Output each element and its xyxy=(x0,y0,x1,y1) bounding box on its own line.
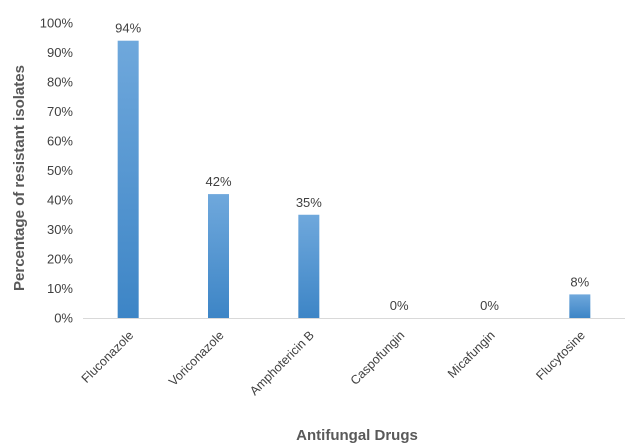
category-labels: Fluconazole Voriconazole Amphotericin B Cas… xyxy=(79,328,588,398)
x-axis-title: Antifungal Drugs xyxy=(296,427,418,444)
data-label: 35% xyxy=(296,195,322,210)
bar-flucytosine xyxy=(569,294,591,318)
y-tick-label: 0% xyxy=(54,311,73,326)
y-axis-ticks: 0% 10% 20% 30% 40% 50% 60% 70% 80% 90% 100% xyxy=(40,16,74,326)
y-tick-label: 10% xyxy=(47,281,73,296)
bar-amphotericin-b xyxy=(298,214,320,318)
bar-fluconazole xyxy=(117,40,139,318)
y-tick-label: 50% xyxy=(47,163,73,178)
y-tick-label: 100% xyxy=(40,16,74,31)
category-label: Caspofungin xyxy=(348,328,408,388)
category-label: Amphotericin B xyxy=(247,328,317,398)
data-label: 0% xyxy=(480,298,499,313)
y-tick-label: 90% xyxy=(47,45,73,60)
y-tick-label: 40% xyxy=(47,193,73,208)
y-axis-title: Percentage of resistant isolates xyxy=(11,65,28,291)
category-label: Flucytosine xyxy=(533,328,588,383)
data-label: 94% xyxy=(115,21,141,36)
category-label: Fluconazole xyxy=(79,328,137,386)
category-label: Voriconazole xyxy=(166,328,227,389)
bar-voriconazole xyxy=(208,194,229,318)
y-tick-label: 80% xyxy=(47,75,73,90)
data-label: 8% xyxy=(570,274,589,289)
y-tick-label: 60% xyxy=(47,134,73,149)
y-tick-label: 70% xyxy=(47,104,73,119)
bars xyxy=(117,40,591,318)
data-label: 0% xyxy=(390,298,409,313)
data-labels: 94% 42% 35% 0% 0% 8% xyxy=(115,21,590,313)
y-tick-label: 30% xyxy=(47,222,73,237)
data-label: 42% xyxy=(205,174,231,189)
category-label: Micafungin xyxy=(445,328,498,381)
y-tick-label: 20% xyxy=(47,252,73,267)
